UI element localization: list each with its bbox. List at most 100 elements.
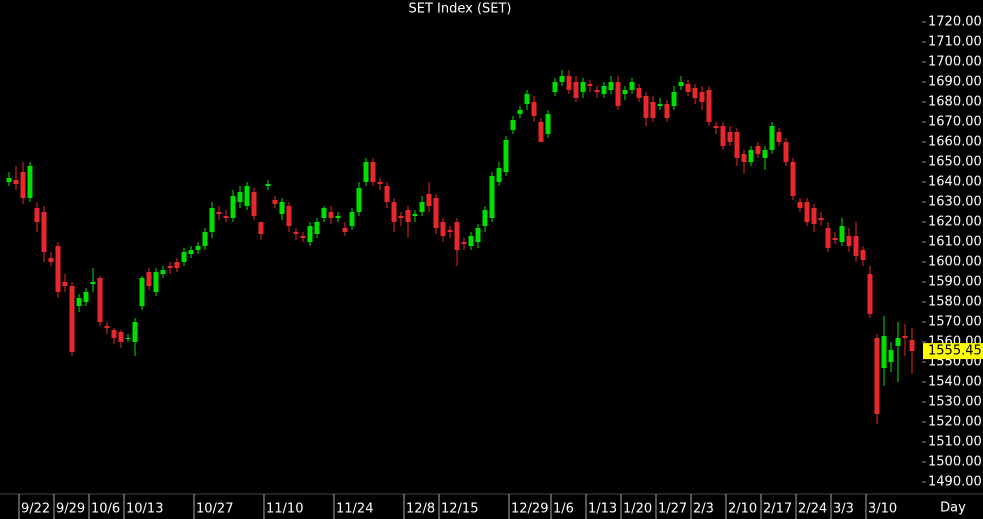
x-axis-label: Day bbox=[940, 501, 966, 516]
candle-body bbox=[300, 236, 306, 238]
candle-body bbox=[895, 338, 901, 346]
candle-body bbox=[811, 208, 817, 224]
candle-body bbox=[573, 82, 579, 98]
candle-body bbox=[769, 126, 775, 150]
candle-body bbox=[825, 228, 831, 248]
candle-body bbox=[307, 226, 313, 242]
candle-body bbox=[412, 214, 418, 216]
candle-body bbox=[475, 228, 481, 242]
candle-body bbox=[55, 246, 61, 292]
candle-body bbox=[566, 76, 572, 90]
candle-body bbox=[601, 86, 607, 94]
candle-body bbox=[489, 176, 495, 218]
x-tick-label: 11/10 bbox=[266, 502, 303, 517]
candle-body bbox=[853, 236, 859, 256]
candle-body bbox=[468, 236, 474, 246]
candle-body bbox=[251, 192, 257, 216]
candle-body bbox=[776, 132, 782, 142]
y-tick-label: 1670.00 bbox=[928, 115, 982, 130]
candle-body bbox=[272, 200, 278, 204]
y-tick-label: 1640.00 bbox=[928, 175, 982, 190]
y-tick-label: 1500.00 bbox=[928, 455, 982, 470]
candle-body bbox=[804, 202, 810, 222]
candle-body bbox=[244, 186, 250, 206]
candle-body bbox=[209, 208, 215, 232]
candle-body bbox=[384, 186, 390, 202]
y-tick-label: 1570.00 bbox=[928, 315, 982, 330]
candle-body bbox=[426, 194, 432, 206]
candle-body bbox=[587, 84, 593, 86]
candle-body bbox=[867, 274, 873, 314]
candle-body bbox=[594, 90, 600, 92]
y-tick-label: 1600.00 bbox=[928, 255, 982, 270]
candle-body bbox=[398, 216, 404, 218]
y-tick-label: 1690.00 bbox=[928, 75, 982, 90]
candle-body bbox=[34, 208, 40, 222]
candle-body bbox=[839, 226, 845, 242]
candle-body bbox=[881, 336, 887, 368]
x-tick-label: 12/29 bbox=[511, 502, 548, 517]
last-price-box bbox=[923, 343, 983, 360]
candle-body bbox=[720, 126, 726, 146]
candle-body bbox=[27, 166, 33, 198]
x-tick-label: 3/10 bbox=[868, 502, 897, 517]
candle-body bbox=[265, 184, 271, 186]
candle-body bbox=[62, 282, 68, 286]
x-tick-label: 11/24 bbox=[336, 502, 373, 517]
y-tick-label: 1630.00 bbox=[928, 195, 982, 210]
candle-body bbox=[678, 82, 684, 86]
y-tick-label: 1530.00 bbox=[928, 395, 982, 410]
y-tick-label: 1660.00 bbox=[928, 135, 982, 150]
candle-body bbox=[349, 212, 355, 226]
candle-body bbox=[195, 246, 201, 250]
candle-body bbox=[741, 154, 747, 162]
x-tick-label: 2/24 bbox=[798, 502, 827, 517]
candle-body bbox=[13, 180, 19, 184]
candle-body bbox=[552, 82, 558, 92]
candle-body bbox=[181, 252, 187, 262]
candle-body bbox=[69, 286, 75, 352]
candle-body bbox=[888, 350, 894, 362]
candle-body bbox=[90, 282, 96, 284]
candle-body bbox=[734, 132, 740, 158]
candle-body bbox=[748, 150, 754, 162]
candle-body bbox=[818, 218, 824, 220]
x-tick-label: 2/3 bbox=[693, 502, 714, 517]
x-tick-label: 3/3 bbox=[833, 502, 854, 517]
candle-body bbox=[139, 278, 145, 306]
x-tick-label: 1/27 bbox=[658, 502, 687, 517]
candle-body bbox=[874, 338, 880, 414]
candle-body bbox=[636, 88, 642, 98]
y-tick-label: 1540.00 bbox=[928, 375, 982, 390]
x-tick-label: 10/13 bbox=[126, 502, 163, 517]
candle-body bbox=[643, 96, 649, 118]
y-tick-label: 1710.00 bbox=[928, 35, 982, 50]
candle-body bbox=[650, 102, 656, 118]
candle-body bbox=[111, 330, 117, 338]
candle-body bbox=[538, 122, 544, 142]
candle-body bbox=[909, 340, 915, 352]
x-tick-label: 9/29 bbox=[56, 502, 85, 517]
candle-body bbox=[174, 262, 180, 268]
candle-body bbox=[83, 292, 89, 302]
candle-body bbox=[580, 82, 586, 92]
y-tick-label: 1720.00 bbox=[928, 15, 982, 30]
candle-body bbox=[608, 82, 614, 90]
y-tick-label: 1680.00 bbox=[928, 95, 982, 110]
x-tick-label: 10/6 bbox=[91, 502, 120, 517]
x-tick-label: 1/20 bbox=[623, 502, 652, 517]
candle-body bbox=[258, 222, 264, 234]
candle-body bbox=[6, 178, 12, 182]
candle-body bbox=[790, 162, 796, 196]
candle-body bbox=[97, 278, 103, 322]
x-tick-label: 1/6 bbox=[553, 502, 574, 517]
y-tick-label: 1590.00 bbox=[928, 275, 982, 290]
candle-body bbox=[391, 202, 397, 222]
candle-body bbox=[104, 326, 110, 328]
y-tick-label: 1580.00 bbox=[928, 295, 982, 310]
chart-title: SET Index (SET) bbox=[408, 2, 511, 17]
candle-body bbox=[335, 216, 341, 218]
candle-body bbox=[545, 114, 551, 134]
candle-body bbox=[832, 238, 838, 240]
candle-body bbox=[342, 228, 348, 232]
